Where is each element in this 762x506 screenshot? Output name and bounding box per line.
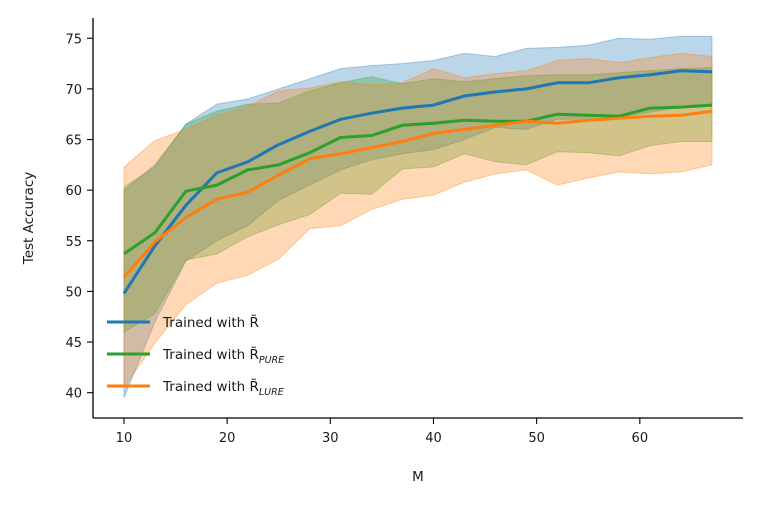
y-tick-label: 50 <box>65 285 82 300</box>
x-tick-label: 20 <box>219 431 236 446</box>
legend-label-2: Trained with R̃LURE <box>162 379 284 398</box>
confidence-bands <box>123 35 713 398</box>
legend-label-1: Trained with R̃PURE <box>162 347 284 366</box>
x-tick-label: 40 <box>425 431 442 446</box>
confidence-band-2 <box>123 52 713 390</box>
series-line-1 <box>123 103 713 256</box>
y-tick-label: 70 <box>65 83 82 98</box>
series-line-0 <box>122 69 713 295</box>
y-tick-label: 45 <box>65 336 82 351</box>
series-line-2 <box>122 109 713 279</box>
y-tick-label: 55 <box>65 235 82 250</box>
legend-label-0: Trained with R̃ <box>162 315 259 331</box>
y-tick-label: 60 <box>65 184 82 199</box>
y-axis-label: Test Accuracy <box>21 172 37 266</box>
x-axis-label: M <box>412 469 424 485</box>
x-tick-label: 10 <box>116 431 133 446</box>
confidence-band-1 <box>123 67 713 333</box>
x-tick-label: 60 <box>632 431 649 446</box>
axes: 40 45 50 55 60 65 70 75 10 20 30 40 50 60 <box>65 18 743 446</box>
y-tick-label: 40 <box>65 387 82 402</box>
y-tick-label: 75 <box>65 32 82 47</box>
x-tick-label: 50 <box>528 431 545 446</box>
y-tick-label: 65 <box>65 134 82 149</box>
x-tick-label: 30 <box>322 431 339 446</box>
legend: Trained with R̃ Trained with R̃PURE Traine… <box>107 315 284 398</box>
series-lines <box>122 69 713 295</box>
